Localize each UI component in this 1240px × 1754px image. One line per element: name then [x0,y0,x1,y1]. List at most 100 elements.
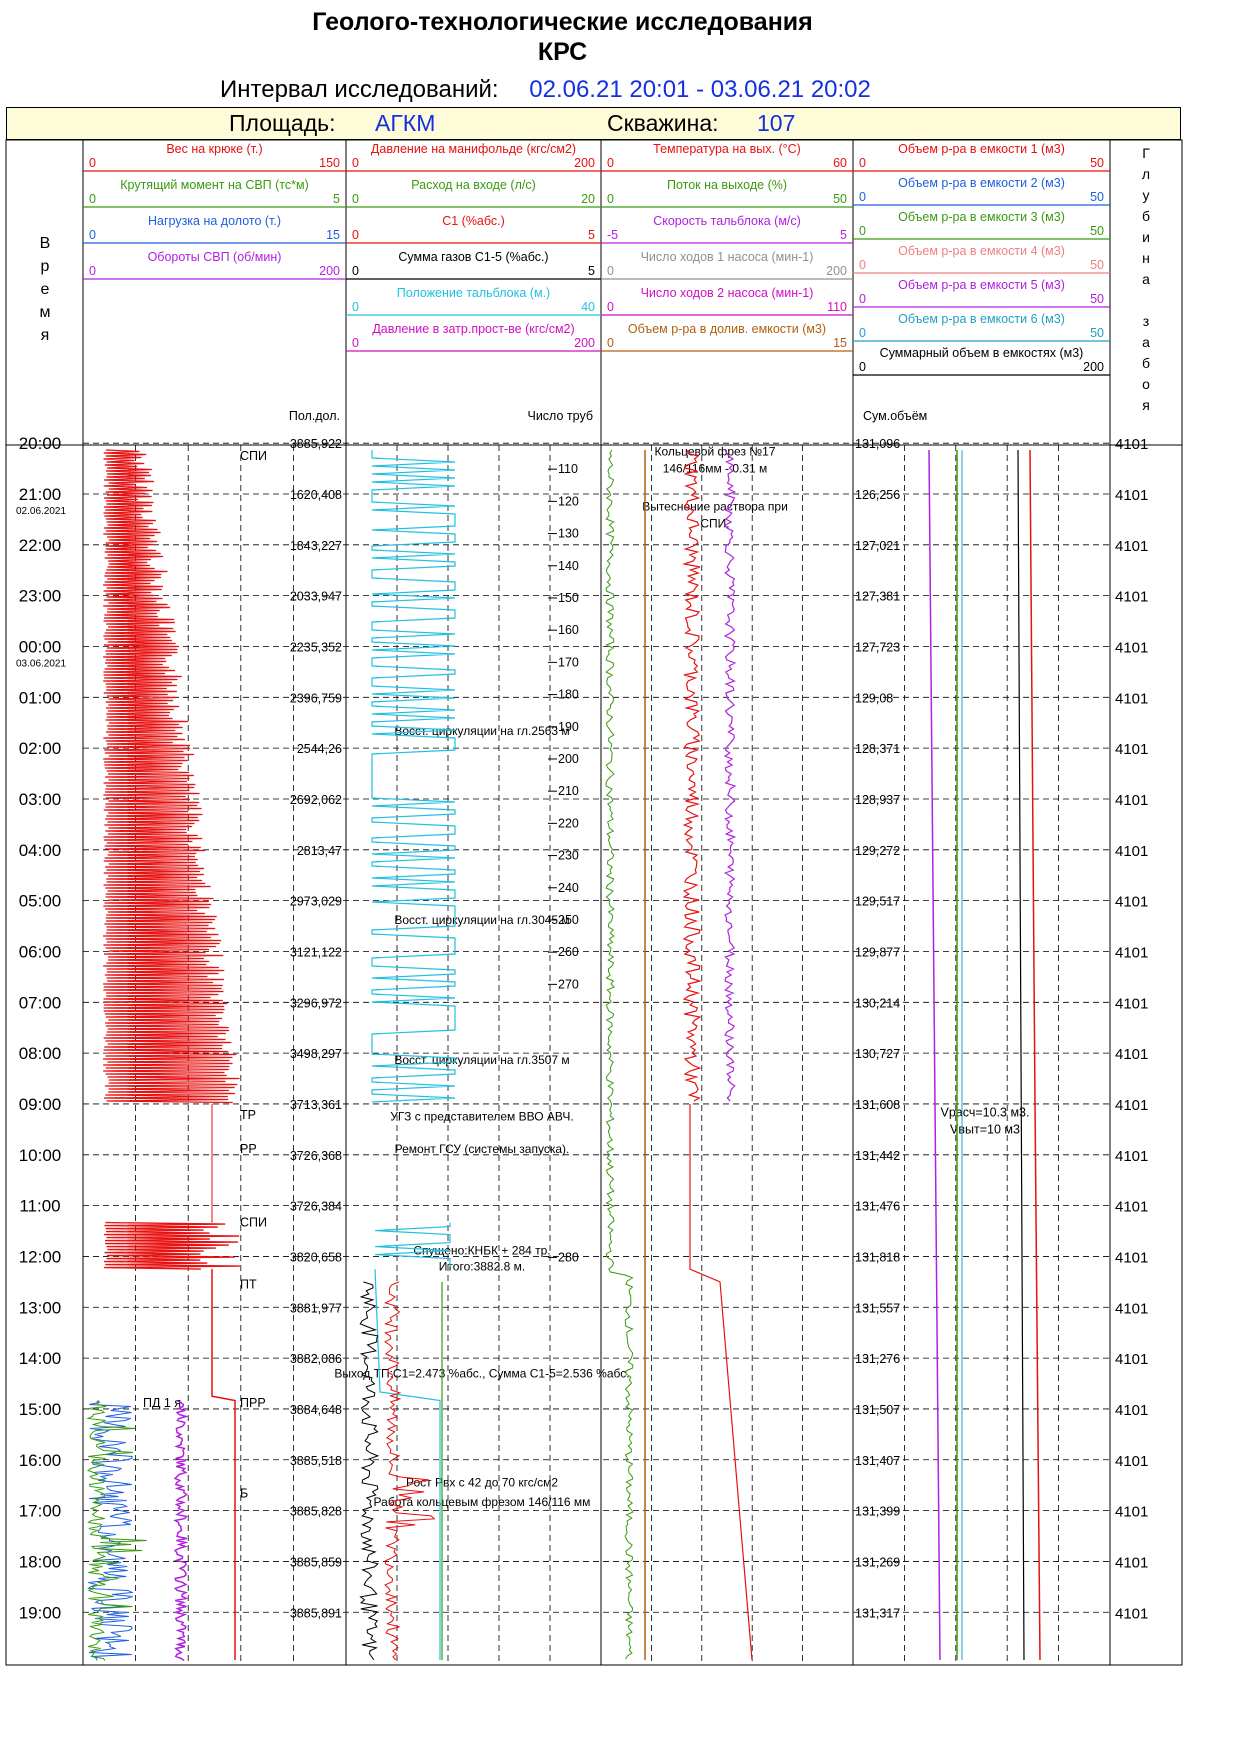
track3-curve-name: Скорость тальблока (м/с) [653,214,801,228]
bit-depth-value: 3296,972 [290,996,342,1010]
depth-value: 4101 [1115,1300,1148,1317]
track2-curve-min: 0 [352,228,359,242]
track1-curve-max: 200 [319,264,340,278]
depth-axis-label-char: Г [1142,145,1150,161]
depth-value: 4101 [1115,1453,1148,1470]
area-value: АГКМ [375,110,436,136]
depth-value: 4101 [1115,741,1148,758]
depth-value: 4101 [1115,944,1148,961]
bit-depth-value: 3820,658 [290,1250,342,1264]
time-tick-label: 11:00 [19,1197,60,1216]
pipe-count-label: 160 [558,623,579,637]
time-tick-label: 07:00 [19,993,62,1012]
depth-value: 4101 [1115,487,1148,504]
bit-depth-value: 3885,891 [290,1606,342,1620]
track4-curve-max: 50 [1090,258,1104,272]
track2-curve-min: 0 [352,300,359,314]
time-axis-label-char: я [41,327,50,344]
track3-curve-max: 110 [827,300,847,314]
operation-label: ПД 1 я [143,1396,181,1410]
track4-curve-min: 0 [859,292,866,306]
track3-curve-max: 50 [833,192,847,206]
total-volume-value: 127,021 [855,539,900,553]
torque-curve [86,1400,147,1661]
total-volume-value: 130,727 [855,1047,900,1061]
bit-depth-value: 3726,384 [290,1200,342,1214]
bit-depth-value: 3713,361 [290,1098,342,1112]
event-note: Vвыт=10 м3 [950,1122,1020,1136]
chart-frame [5,139,1183,1666]
temperature-curve [681,449,702,1102]
total-volume-value: 131,608 [855,1098,900,1112]
track4-curve-name: Объем р-ра в емкости 5 (м3) [898,278,1065,292]
event-note: Ремонт ГСУ (системы запуска). [395,1142,570,1156]
track3-curve-name: Число ходов 2 насоса (мин-1) [641,286,814,300]
event-note: Восст. циркуляции на гл.3045 м [394,913,569,927]
depth-value: 4101 [1115,995,1148,1012]
interval-label: Интервал исследований: [220,76,499,103]
track2-curve-max: 200 [574,336,595,350]
depth-axis-label-char: н [1142,250,1150,266]
total-volume-value: 129,08 [855,691,893,705]
total-volume-value: 130,214 [855,996,900,1010]
event-note: Кольцевой фрез №17 [654,445,775,459]
time-tick-label: 04:00 [19,841,62,860]
track2-footer: Число труб [527,409,593,423]
time-tick-label: 00:00 [19,637,62,656]
time-tick-label: 19:00 [19,1603,62,1622]
gas-sum-curve [359,1281,380,1661]
pipe-count-label: 110 [558,462,578,476]
time-tick-label: 18:00 [19,1552,62,1571]
pipe-count-label: 130 [558,527,579,541]
total-volume-value: 131,096 [855,437,900,451]
track3-curve-name: Температура на вых. (°С) [653,142,801,156]
bit-depth-value: 3882,086 [290,1352,342,1366]
track1-curve-name: Нагрузка на долото (т.) [148,214,281,228]
track2-curve-name: Давление в затр.прост-ве (кгс/см2) [372,322,574,336]
bit-depth-value: 3881,977 [290,1301,342,1315]
interval-row: Интервал исследований: 02.06.21 20:01 - … [220,76,871,104]
track3-curve-max: 15 [833,336,847,350]
time-axis-label-char: р [41,258,50,275]
track4-curve-name: Объем р-ра в емкости 6 (м3) [898,312,1065,326]
time-tick-label: 01:00 [19,688,62,707]
pipe-count-label: 270 [558,977,579,991]
depth-value: 4101 [1115,843,1148,860]
depth-value: 4101 [1115,1402,1148,1419]
depth-value: 4101 [1115,1046,1148,1063]
depth-value: 4101 [1115,1504,1148,1521]
track3-curve-max: 5 [840,228,847,242]
total-volume-value: 131,476 [855,1200,900,1214]
title-line-2: КРС [537,38,588,66]
pipe-count-label: 120 [558,494,579,508]
operation-label: СПИ [240,449,267,463]
well-value: 107 [757,110,796,136]
block-position-curve [371,450,456,1103]
track2-curve-min: 0 [352,264,359,278]
total-volume-value: 131,269 [855,1555,900,1569]
depth-axis-label-char: у [1143,187,1150,203]
track1-curve-max: 5 [333,192,340,206]
track1-curve-name: Крутящий момент на СВП (тс*м) [120,178,309,192]
total-volume-value: 131,557 [855,1301,900,1315]
track1-curve-max: 150 [319,156,340,170]
event-note: УГЗ с представителем ВВО АВЧ. [390,1110,573,1124]
bit-depth-value: 2813,47 [297,844,342,858]
depth-value: 4101 [1115,589,1148,606]
track2-curve-name: Давление на манифольде (кгс/см2) [371,142,576,156]
pit5-volume-curve [928,449,941,1661]
track4-curve-min: 0 [859,360,866,374]
bit-depth-value: 3726,368 [290,1149,342,1163]
track4-curve-min: 0 [859,258,866,272]
bit-depth-value: 2973,029 [290,895,342,909]
bit-depth-value: 1843,227 [290,539,342,553]
bit-depth-value: 2235,352 [290,640,342,654]
depth-axis-label-char: о [1142,376,1150,392]
time-tick-label: 06:00 [19,942,62,961]
depth-axis-label-char: и [1142,229,1150,245]
track4-curve-name: Суммарный объем в емкостях (м3) [880,346,1084,360]
time-axis-label-char: е [41,281,50,298]
track2-curve-min: 0 [352,192,359,206]
bit-depth-value: 3885,922 [290,437,342,451]
total-volume-value: 126,256 [855,488,900,502]
